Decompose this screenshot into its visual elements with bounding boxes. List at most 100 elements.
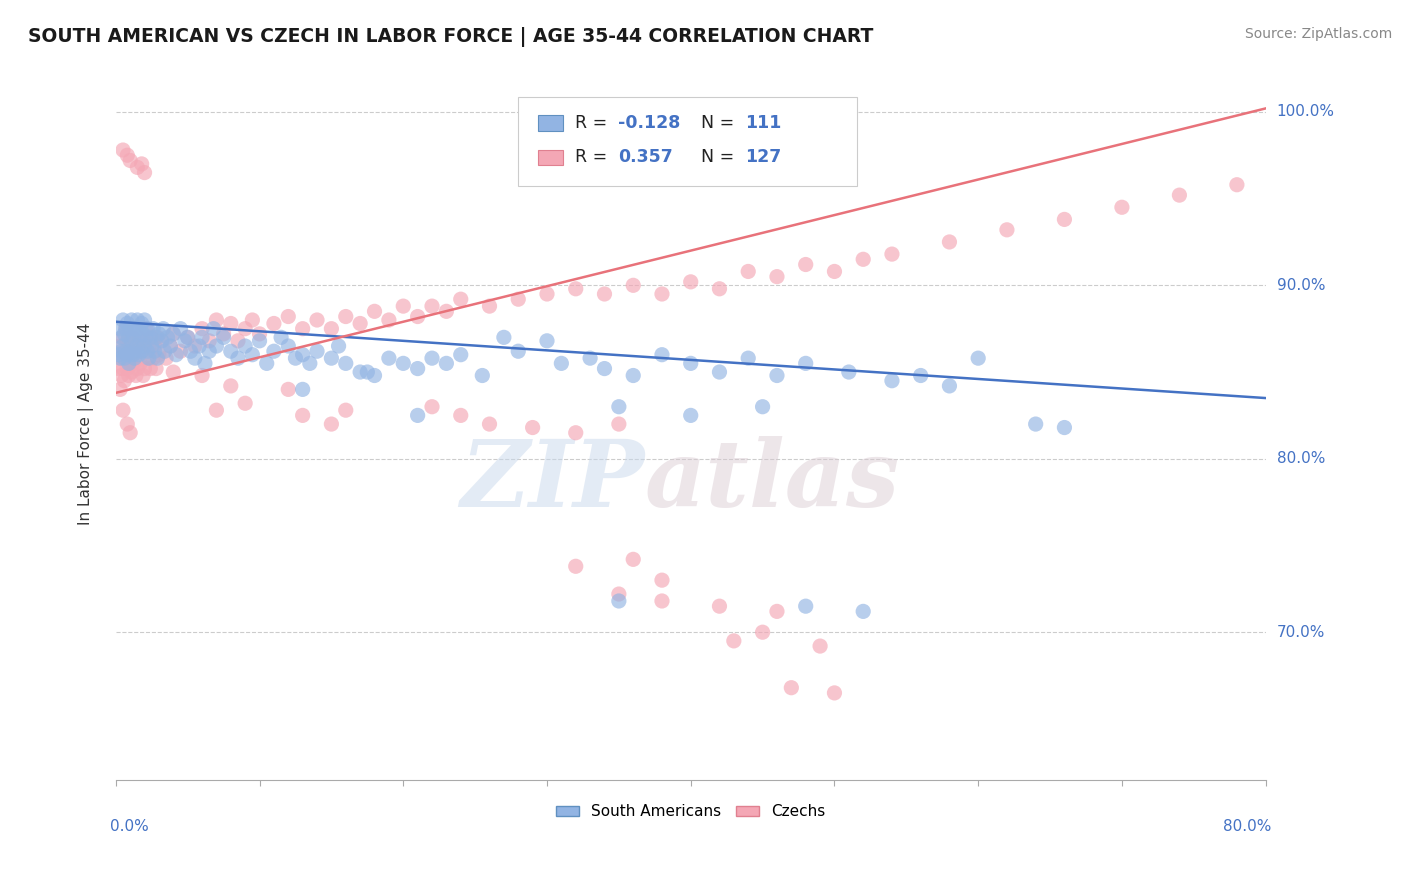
Point — [191, 330, 214, 344]
Point — [579, 351, 602, 366]
Point — [406, 409, 429, 423]
Point — [450, 409, 472, 423]
Text: 80.0%: 80.0% — [1277, 451, 1324, 467]
Point — [115, 344, 138, 359]
Point — [284, 351, 307, 366]
Point — [132, 368, 155, 383]
Y-axis label: In Labor Force | Age 35-44: In Labor Force | Age 35-44 — [79, 323, 94, 525]
Point — [124, 330, 146, 344]
Point — [1226, 178, 1249, 192]
Point — [478, 299, 501, 313]
Point — [794, 599, 817, 614]
Point — [880, 374, 903, 388]
Point — [205, 339, 228, 353]
Point — [679, 275, 702, 289]
Point — [135, 330, 157, 344]
Point — [212, 330, 235, 344]
Point — [564, 425, 586, 440]
Text: SOUTH AMERICAN VS CZECH IN LABOR FORCE | AGE 35-44 CORRELATION CHART: SOUTH AMERICAN VS CZECH IN LABOR FORCE |… — [28, 27, 873, 46]
Text: 90.0%: 90.0% — [1277, 277, 1326, 293]
Point — [120, 330, 142, 344]
Point — [536, 334, 558, 348]
Point — [118, 356, 141, 370]
Point — [153, 344, 176, 359]
Point — [651, 594, 673, 608]
Point — [564, 559, 586, 574]
Text: 70.0%: 70.0% — [1277, 624, 1324, 640]
Point — [176, 330, 198, 344]
Legend: South Americans, Czechs: South Americans, Czechs — [550, 798, 832, 825]
Point — [142, 321, 165, 335]
Point — [132, 326, 155, 341]
Point — [349, 317, 371, 331]
Point — [194, 356, 217, 370]
Point — [107, 361, 129, 376]
Point — [838, 365, 860, 379]
Point — [492, 330, 515, 344]
Point — [823, 686, 845, 700]
Point — [138, 339, 160, 353]
Point — [128, 348, 150, 362]
Point — [277, 310, 299, 324]
Point — [651, 348, 673, 362]
Point — [233, 321, 256, 335]
Point — [751, 625, 773, 640]
Point — [146, 351, 169, 366]
Point — [564, 282, 586, 296]
Point — [249, 326, 271, 341]
Point — [794, 258, 817, 272]
Point — [139, 361, 162, 376]
Point — [141, 339, 163, 353]
Point — [593, 361, 616, 376]
Point — [115, 321, 138, 335]
Text: 100.0%: 100.0% — [1277, 104, 1334, 120]
Point — [378, 313, 401, 327]
Point — [180, 344, 202, 359]
Point — [1025, 417, 1047, 431]
Point — [392, 356, 415, 370]
Text: atlas: atlas — [645, 436, 900, 526]
Point — [121, 334, 143, 348]
Point — [134, 334, 156, 348]
Point — [120, 425, 142, 440]
Text: N =: N = — [702, 114, 734, 132]
Point — [621, 278, 644, 293]
Point — [176, 330, 198, 344]
Point — [709, 282, 731, 296]
Point — [145, 330, 167, 344]
Point — [128, 330, 150, 344]
Point — [146, 330, 169, 344]
Point — [305, 344, 328, 359]
Point — [240, 313, 263, 327]
Point — [136, 351, 159, 366]
Point — [173, 334, 195, 348]
Point — [852, 252, 875, 267]
Point — [766, 269, 789, 284]
Point — [162, 326, 184, 341]
Point — [138, 351, 160, 366]
Point — [420, 351, 443, 366]
Text: 80.0%: 80.0% — [1223, 819, 1271, 834]
Point — [115, 351, 138, 366]
Point — [122, 321, 145, 335]
Point — [125, 321, 148, 335]
Point — [621, 552, 644, 566]
Point — [125, 368, 148, 383]
Point — [363, 304, 385, 318]
Point — [159, 339, 181, 353]
Point — [159, 339, 181, 353]
Point — [162, 326, 184, 341]
Point — [112, 374, 135, 388]
Point — [134, 313, 156, 327]
Point — [219, 317, 242, 331]
Point — [134, 165, 156, 179]
Point — [111, 143, 134, 157]
Point — [277, 339, 299, 353]
Point — [118, 344, 141, 359]
Point — [270, 330, 292, 344]
Point — [607, 417, 630, 431]
Point — [249, 334, 271, 348]
Point — [298, 356, 321, 370]
Text: N =: N = — [702, 148, 734, 167]
Point — [107, 348, 129, 362]
